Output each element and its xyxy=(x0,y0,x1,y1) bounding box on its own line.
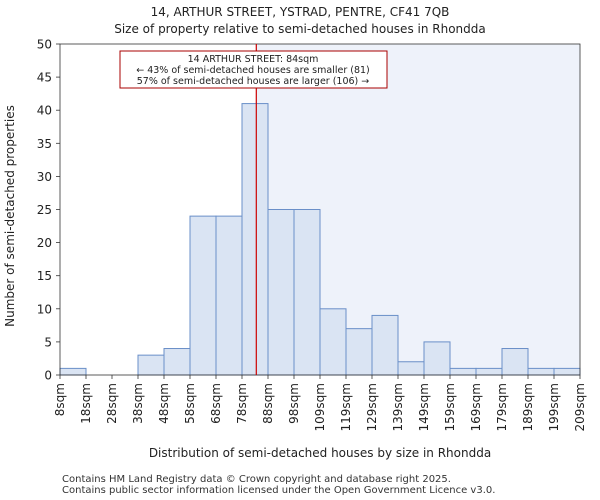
footer-line2: Contains public sector information licen… xyxy=(62,485,496,496)
x-tick-label-209sqm: 209sqm xyxy=(573,383,587,431)
y-axis-label: Number of semi-detached properties xyxy=(3,105,17,327)
bar-98sqm xyxy=(293,209,321,376)
bar-139sqm xyxy=(397,361,425,376)
x-tick-label-48sqm: 48sqm xyxy=(157,383,171,424)
x-tick-label-149sqm: 149sqm xyxy=(417,383,431,431)
x-tick-label-169sqm: 169sqm xyxy=(469,383,483,431)
x-tick-label-109sqm: 109sqm xyxy=(313,383,327,431)
bar-68sqm xyxy=(215,215,243,376)
y-tick-label-0: 0 xyxy=(44,369,52,383)
bar-48sqm xyxy=(163,348,191,376)
x-tick-label-18sqm: 18sqm xyxy=(79,383,93,424)
chart-title-line2: Size of property relative to semi-detach… xyxy=(114,22,486,36)
x-tick-label-129sqm: 129sqm xyxy=(365,383,379,431)
x-tick-label-119sqm: 119sqm xyxy=(339,383,353,431)
bar-149sqm xyxy=(423,341,451,376)
bar-169sqm xyxy=(475,367,503,376)
bar-38sqm xyxy=(137,354,165,376)
y-tick-label-25: 25 xyxy=(37,203,52,217)
x-tick-label-189sqm: 189sqm xyxy=(521,383,535,431)
x-tick-label-199sqm: 199sqm xyxy=(547,383,561,431)
annotation-line3: 57% of semi-detached houses are larger (… xyxy=(137,76,370,87)
bar-109sqm xyxy=(319,308,347,376)
histogram-chart: 14, ARTHUR STREET, YSTRAD, PENTRE, CF41 … xyxy=(3,5,587,460)
bar-159sqm xyxy=(449,367,477,376)
x-axis-label: Distribution of semi-detached houses by … xyxy=(149,446,491,460)
x-tick-label-58sqm: 58sqm xyxy=(183,383,197,424)
y-tick-label-5: 5 xyxy=(44,335,52,349)
bar-129sqm xyxy=(371,314,399,376)
x-tick-label-98sqm: 98sqm xyxy=(287,383,301,424)
bar-8sqm xyxy=(59,367,87,376)
y-tick-label-20: 20 xyxy=(37,236,52,250)
x-tick-label-38sqm: 38sqm xyxy=(131,383,145,424)
y-tick-label-10: 10 xyxy=(37,302,52,316)
x-tick-label-8sqm: 8sqm xyxy=(53,383,67,416)
annotation-line1: 14 ARTHUR STREET: 84sqm xyxy=(188,54,319,65)
bar-119sqm xyxy=(345,328,373,376)
bar-199sqm xyxy=(553,367,581,376)
y-tick-label-35: 35 xyxy=(37,137,52,151)
x-tick-label-78sqm: 78sqm xyxy=(235,383,249,424)
y-tick-label-15: 15 xyxy=(37,269,52,283)
bar-189sqm xyxy=(527,367,555,376)
property-annotation: 14 ARTHUR STREET: 84sqm ← 43% of semi-de… xyxy=(119,50,388,89)
x-tick-label-159sqm: 159sqm xyxy=(443,383,457,431)
bar-78sqm xyxy=(241,103,269,376)
x-tick-label-28sqm: 28sqm xyxy=(105,383,119,424)
x-axis: 8sqm 18sqm 28sqm 38sqm 48sqm 58sqm 68sqm 78sqm 8… xyxy=(53,375,587,431)
y-tick-label-45: 45 xyxy=(37,71,52,85)
x-tick-label-88sqm: 88sqm xyxy=(261,383,275,424)
x-tick-label-139sqm: 139sqm xyxy=(391,383,405,431)
x-tick-label-179sqm: 179sqm xyxy=(495,383,509,431)
y-tick-label-50: 50 xyxy=(37,38,52,52)
y-axis: 0 5 10 15 20 25 30 35 40 45 50 xyxy=(37,38,60,383)
x-tick-label-68sqm: 68sqm xyxy=(209,383,223,424)
chart-title-line1: 14, ARTHUR STREET, YSTRAD, PENTRE, CF41 … xyxy=(151,5,450,19)
bar-179sqm xyxy=(501,348,529,376)
annotation-box xyxy=(119,50,388,89)
y-tick-label-40: 40 xyxy=(37,104,52,118)
histogram-bars xyxy=(59,103,581,376)
annotation-line2: ← 43% of semi-detached houses are smalle… xyxy=(136,65,370,76)
bar-58sqm xyxy=(189,215,217,376)
y-tick-label-30: 30 xyxy=(37,170,52,184)
footer-line1: Contains HM Land Registry data © Crown c… xyxy=(62,474,451,485)
bar-88sqm xyxy=(267,209,295,376)
